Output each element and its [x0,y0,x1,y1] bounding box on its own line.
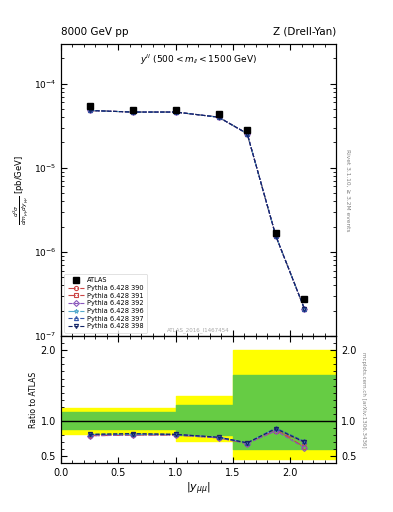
Pythia 6.428 390 [130,109,135,115]
Pythia 6.428 390 [245,131,250,137]
Pythia 6.428 392 [302,306,307,312]
Y-axis label: Rivet 3.1.10, ≥ 3.2M events: Rivet 3.1.10, ≥ 3.2M events [345,148,351,231]
Pythia 6.428 397 [173,109,178,115]
ATLAS [130,108,135,114]
Text: ATLAS_2016_I1467454: ATLAS_2016_I1467454 [167,328,230,333]
Pythia 6.428 396 [274,233,278,239]
Text: 8000 GeV pp: 8000 GeV pp [61,27,129,37]
Pythia 6.428 391 [130,109,135,115]
Pythia 6.428 390 [87,108,92,114]
Pythia 6.428 391 [87,108,92,114]
Pythia 6.428 396 [245,131,250,137]
Pythia 6.428 396 [87,108,92,114]
ATLAS [274,229,278,236]
Pythia 6.428 398 [274,233,278,239]
ATLAS [245,127,250,133]
Pythia 6.428 392 [245,131,250,137]
Pythia 6.428 398 [173,109,178,115]
Pythia 6.428 391 [216,114,221,120]
Pythia 6.428 392 [173,109,178,115]
ATLAS [302,295,307,302]
Pythia 6.428 391 [245,131,250,137]
Line: Pythia 6.428 396: Pythia 6.428 396 [88,109,307,311]
Line: Pythia 6.428 397: Pythia 6.428 397 [88,109,307,311]
Pythia 6.428 397 [130,109,135,115]
Pythia 6.428 397 [216,114,221,120]
Text: $y^{ll}\ (500 < m_{ll} < 1500\ \mathrm{GeV})$: $y^{ll}\ (500 < m_{ll} < 1500\ \mathrm{G… [140,52,257,67]
Pythia 6.428 390 [302,306,307,312]
Line: ATLAS: ATLAS [86,102,308,302]
ATLAS [216,111,221,117]
Pythia 6.428 396 [302,306,307,312]
X-axis label: $|y_{\mu\mu}|$: $|y_{\mu\mu}|$ [186,481,211,497]
Pythia 6.428 398 [216,114,221,120]
Pythia 6.428 396 [216,114,221,120]
Pythia 6.428 390 [274,233,278,239]
ATLAS [87,102,92,109]
Pythia 6.428 392 [216,114,221,120]
Pythia 6.428 391 [302,306,307,312]
Pythia 6.428 398 [302,306,307,312]
Pythia 6.428 392 [87,108,92,114]
Pythia 6.428 392 [274,233,278,239]
Y-axis label: mcplots.cern.ch [arXiv:1306.3436]: mcplots.cern.ch [arXiv:1306.3436] [361,352,366,447]
Pythia 6.428 391 [274,233,278,239]
Y-axis label: $\frac{d^2\sigma}{dm_{\mu\mu}dy_{\mu\mu}}$ [pb/GeV]: $\frac{d^2\sigma}{dm_{\mu\mu}dy_{\mu\mu}… [11,155,31,225]
Pythia 6.428 398 [130,109,135,115]
Line: Pythia 6.428 392: Pythia 6.428 392 [88,109,307,311]
Pythia 6.428 398 [245,131,250,137]
ATLAS [173,108,178,114]
Legend: ATLAS, Pythia 6.428 390, Pythia 6.428 391, Pythia 6.428 392, Pythia 6.428 396, P: ATLAS, Pythia 6.428 390, Pythia 6.428 39… [64,274,147,333]
Line: Pythia 6.428 398: Pythia 6.428 398 [88,109,307,311]
Pythia 6.428 396 [130,109,135,115]
Text: Z (Drell-Yan): Z (Drell-Yan) [273,27,336,37]
Pythia 6.428 390 [216,114,221,120]
Pythia 6.428 398 [87,108,92,114]
Pythia 6.428 396 [173,109,178,115]
Pythia 6.428 397 [87,108,92,114]
Pythia 6.428 397 [274,233,278,239]
Pythia 6.428 390 [173,109,178,115]
Pythia 6.428 397 [245,131,250,137]
Y-axis label: Ratio to ATLAS: Ratio to ATLAS [29,372,38,428]
Pythia 6.428 391 [173,109,178,115]
Pythia 6.428 397 [302,306,307,312]
Pythia 6.428 392 [130,109,135,115]
Line: Pythia 6.428 390: Pythia 6.428 390 [88,109,307,311]
Line: Pythia 6.428 391: Pythia 6.428 391 [88,109,307,311]
